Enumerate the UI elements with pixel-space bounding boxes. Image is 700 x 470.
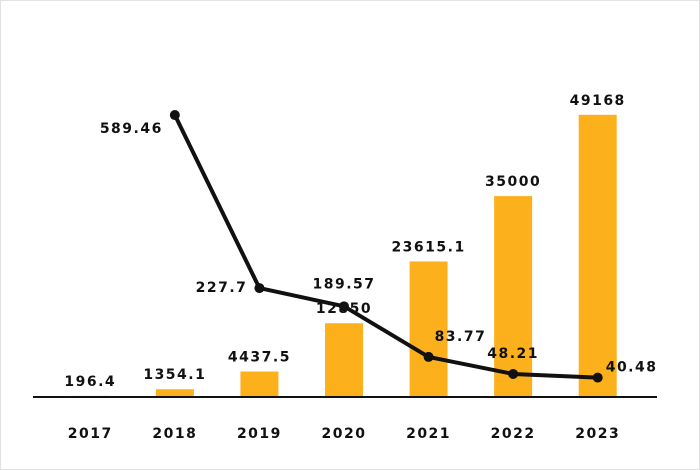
bar-value-label: 49168 — [570, 93, 626, 109]
bar — [240, 371, 279, 397]
x-tick-label: 2019 — [237, 426, 282, 442]
x-tick-label: 2020 — [322, 426, 367, 442]
bar-value-label: 23615.1 — [391, 239, 465, 255]
bar — [578, 114, 617, 397]
bar-value-label: 35000 — [485, 174, 541, 190]
line-value-label: 227.7 — [196, 280, 248, 296]
line-point — [423, 351, 434, 362]
line-point — [508, 368, 519, 379]
line-value-label: 83.77 — [435, 329, 487, 345]
x-tick-label: 2021 — [406, 426, 451, 442]
x-tick-label: 2018 — [152, 426, 197, 442]
bar — [494, 196, 533, 397]
x-tick-label: 2023 — [575, 426, 620, 442]
bar-value-label: 196.4 — [64, 374, 116, 390]
line-point — [254, 283, 265, 294]
line-value-label: 48.21 — [487, 346, 539, 362]
line-point — [169, 110, 180, 121]
bar-value-label: 4437.5 — [228, 350, 291, 366]
line-value-label: 589.46 — [100, 121, 163, 137]
line-point — [339, 301, 349, 312]
bar — [155, 389, 194, 397]
bar — [409, 261, 448, 397]
bar-value-label: 1354.1 — [143, 367, 206, 383]
bar — [325, 323, 363, 397]
line-value-label: 189.57 — [312, 276, 375, 292]
x-tick-label: 2017 — [68, 426, 113, 442]
line-value-label: 40.48 — [606, 360, 658, 376]
line-point — [592, 372, 603, 383]
x-tick-label: 2022 — [491, 426, 536, 442]
line — [173, 114, 598, 380]
